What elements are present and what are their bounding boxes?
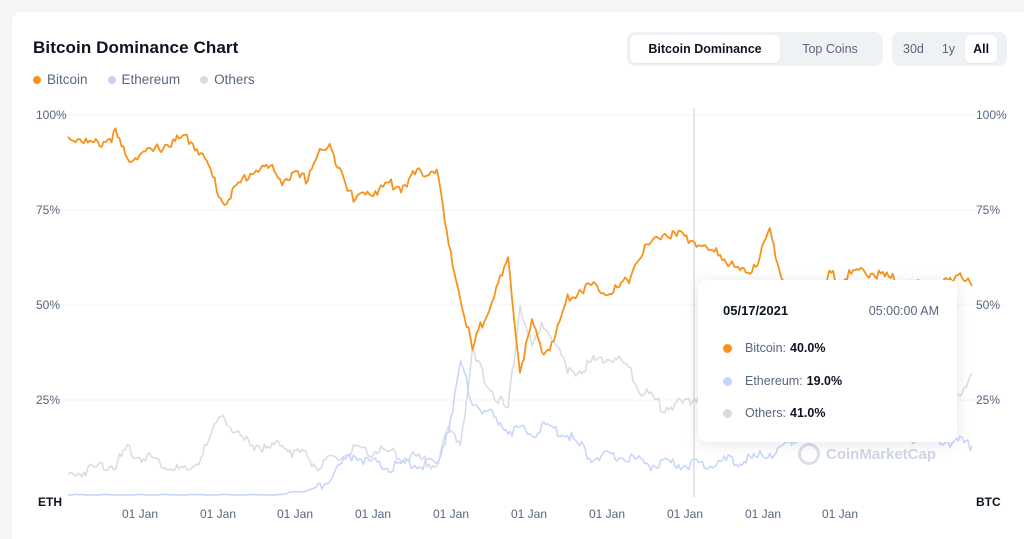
ethereum-dot-icon bbox=[107, 75, 116, 84]
coinmarketcap-logo-icon bbox=[798, 443, 820, 465]
legend-item-bitcoin[interactable]: Bitcoin bbox=[33, 72, 88, 87]
y-right-tick-label: 50% bbox=[976, 298, 1000, 312]
tooltip-row-bitcoin: Bitcoin: 40.0% bbox=[723, 341, 825, 355]
tab-bitcoin-dominance[interactable]: Bitcoin Dominance bbox=[630, 35, 780, 63]
legend-label: Ethereum bbox=[121, 72, 181, 87]
watermark: CoinMarketCap bbox=[798, 443, 936, 465]
legend-label: Bitcoin bbox=[47, 72, 88, 87]
y-right-tick-label: 100% bbox=[976, 108, 1007, 122]
y-right-tick-label: 75% bbox=[976, 203, 1000, 217]
x-tick-label: 01 Jan bbox=[667, 507, 703, 521]
tooltip-label: Bitcoin: bbox=[745, 341, 786, 355]
others-dot-icon bbox=[200, 75, 209, 84]
tooltip-time: 05:00:00 AM bbox=[868, 304, 939, 318]
watermark-text: CoinMarketCap bbox=[826, 445, 937, 463]
y-right-tick-label: 25% bbox=[976, 393, 1000, 407]
bitcoin-dot-icon bbox=[33, 75, 41, 84]
tooltip-row-others: Others: 41.0% bbox=[723, 406, 825, 420]
x-tick-label: 01 Jan bbox=[745, 507, 781, 521]
others-dot-icon bbox=[723, 408, 732, 418]
legend-item-ethereum[interactable]: Ethereum bbox=[107, 72, 181, 87]
y-left-tick-label: 50% bbox=[36, 298, 60, 312]
x-tick-label: 01 Jan bbox=[589, 507, 625, 521]
x-tick-label: 01 Jan bbox=[511, 507, 547, 521]
x-tick-label: 01 Jan bbox=[277, 507, 313, 521]
view-toggle: Bitcoin Dominance Top Coins bbox=[627, 32, 883, 66]
range-30d-button[interactable]: 30d bbox=[903, 42, 924, 56]
chart-tooltip: 05/17/2021 05:00:00 AM Bitcoin: 40.0% Et… bbox=[698, 280, 957, 442]
legend-item-others[interactable]: Others bbox=[200, 72, 255, 87]
x-tick-label: 01 Jan bbox=[122, 507, 158, 521]
tooltip-value: 40.0% bbox=[790, 341, 826, 355]
tooltip-label: Ethereum: bbox=[745, 374, 803, 388]
tab-top-coins[interactable]: Top Coins bbox=[802, 42, 858, 56]
range-toggle: 30d 1y All bbox=[892, 32, 1007, 66]
tooltip-value: 19.0% bbox=[806, 374, 843, 388]
x-tick-label: 01 Jan bbox=[200, 507, 236, 521]
range-all-button[interactable]: All bbox=[965, 35, 998, 63]
page-title: Bitcoin Dominance Chart bbox=[33, 38, 239, 57]
range-1y-button[interactable]: 1y bbox=[941, 42, 956, 56]
bitcoin-dot-icon bbox=[723, 343, 732, 353]
legend-label: Others bbox=[214, 72, 255, 87]
tooltip-label: Others: bbox=[745, 406, 786, 420]
y-left-tick-label: 75% bbox=[36, 203, 60, 217]
y-left-tick-label: 100% bbox=[36, 108, 67, 122]
y-left-axis-label: ETH bbox=[38, 495, 62, 509]
chart-card: Bitcoin Dominance Chart Bitcoin Ethereum… bbox=[12, 12, 1024, 539]
y-right-axis-label: BTC bbox=[976, 495, 1001, 509]
tooltip-date: 05/17/2021 bbox=[723, 303, 789, 318]
x-tick-label: 01 Jan bbox=[822, 507, 858, 521]
chart-legend: Bitcoin Ethereum Others bbox=[33, 72, 255, 87]
x-tick-label: 01 Jan bbox=[355, 507, 391, 521]
tooltip-row-ethereum: Ethereum: 19.0% bbox=[723, 374, 842, 388]
tooltip-value: 41.0% bbox=[790, 406, 826, 420]
ethereum-dot-icon bbox=[723, 376, 732, 386]
y-left-tick-label: 25% bbox=[36, 393, 60, 407]
x-tick-label: 01 Jan bbox=[433, 507, 469, 521]
